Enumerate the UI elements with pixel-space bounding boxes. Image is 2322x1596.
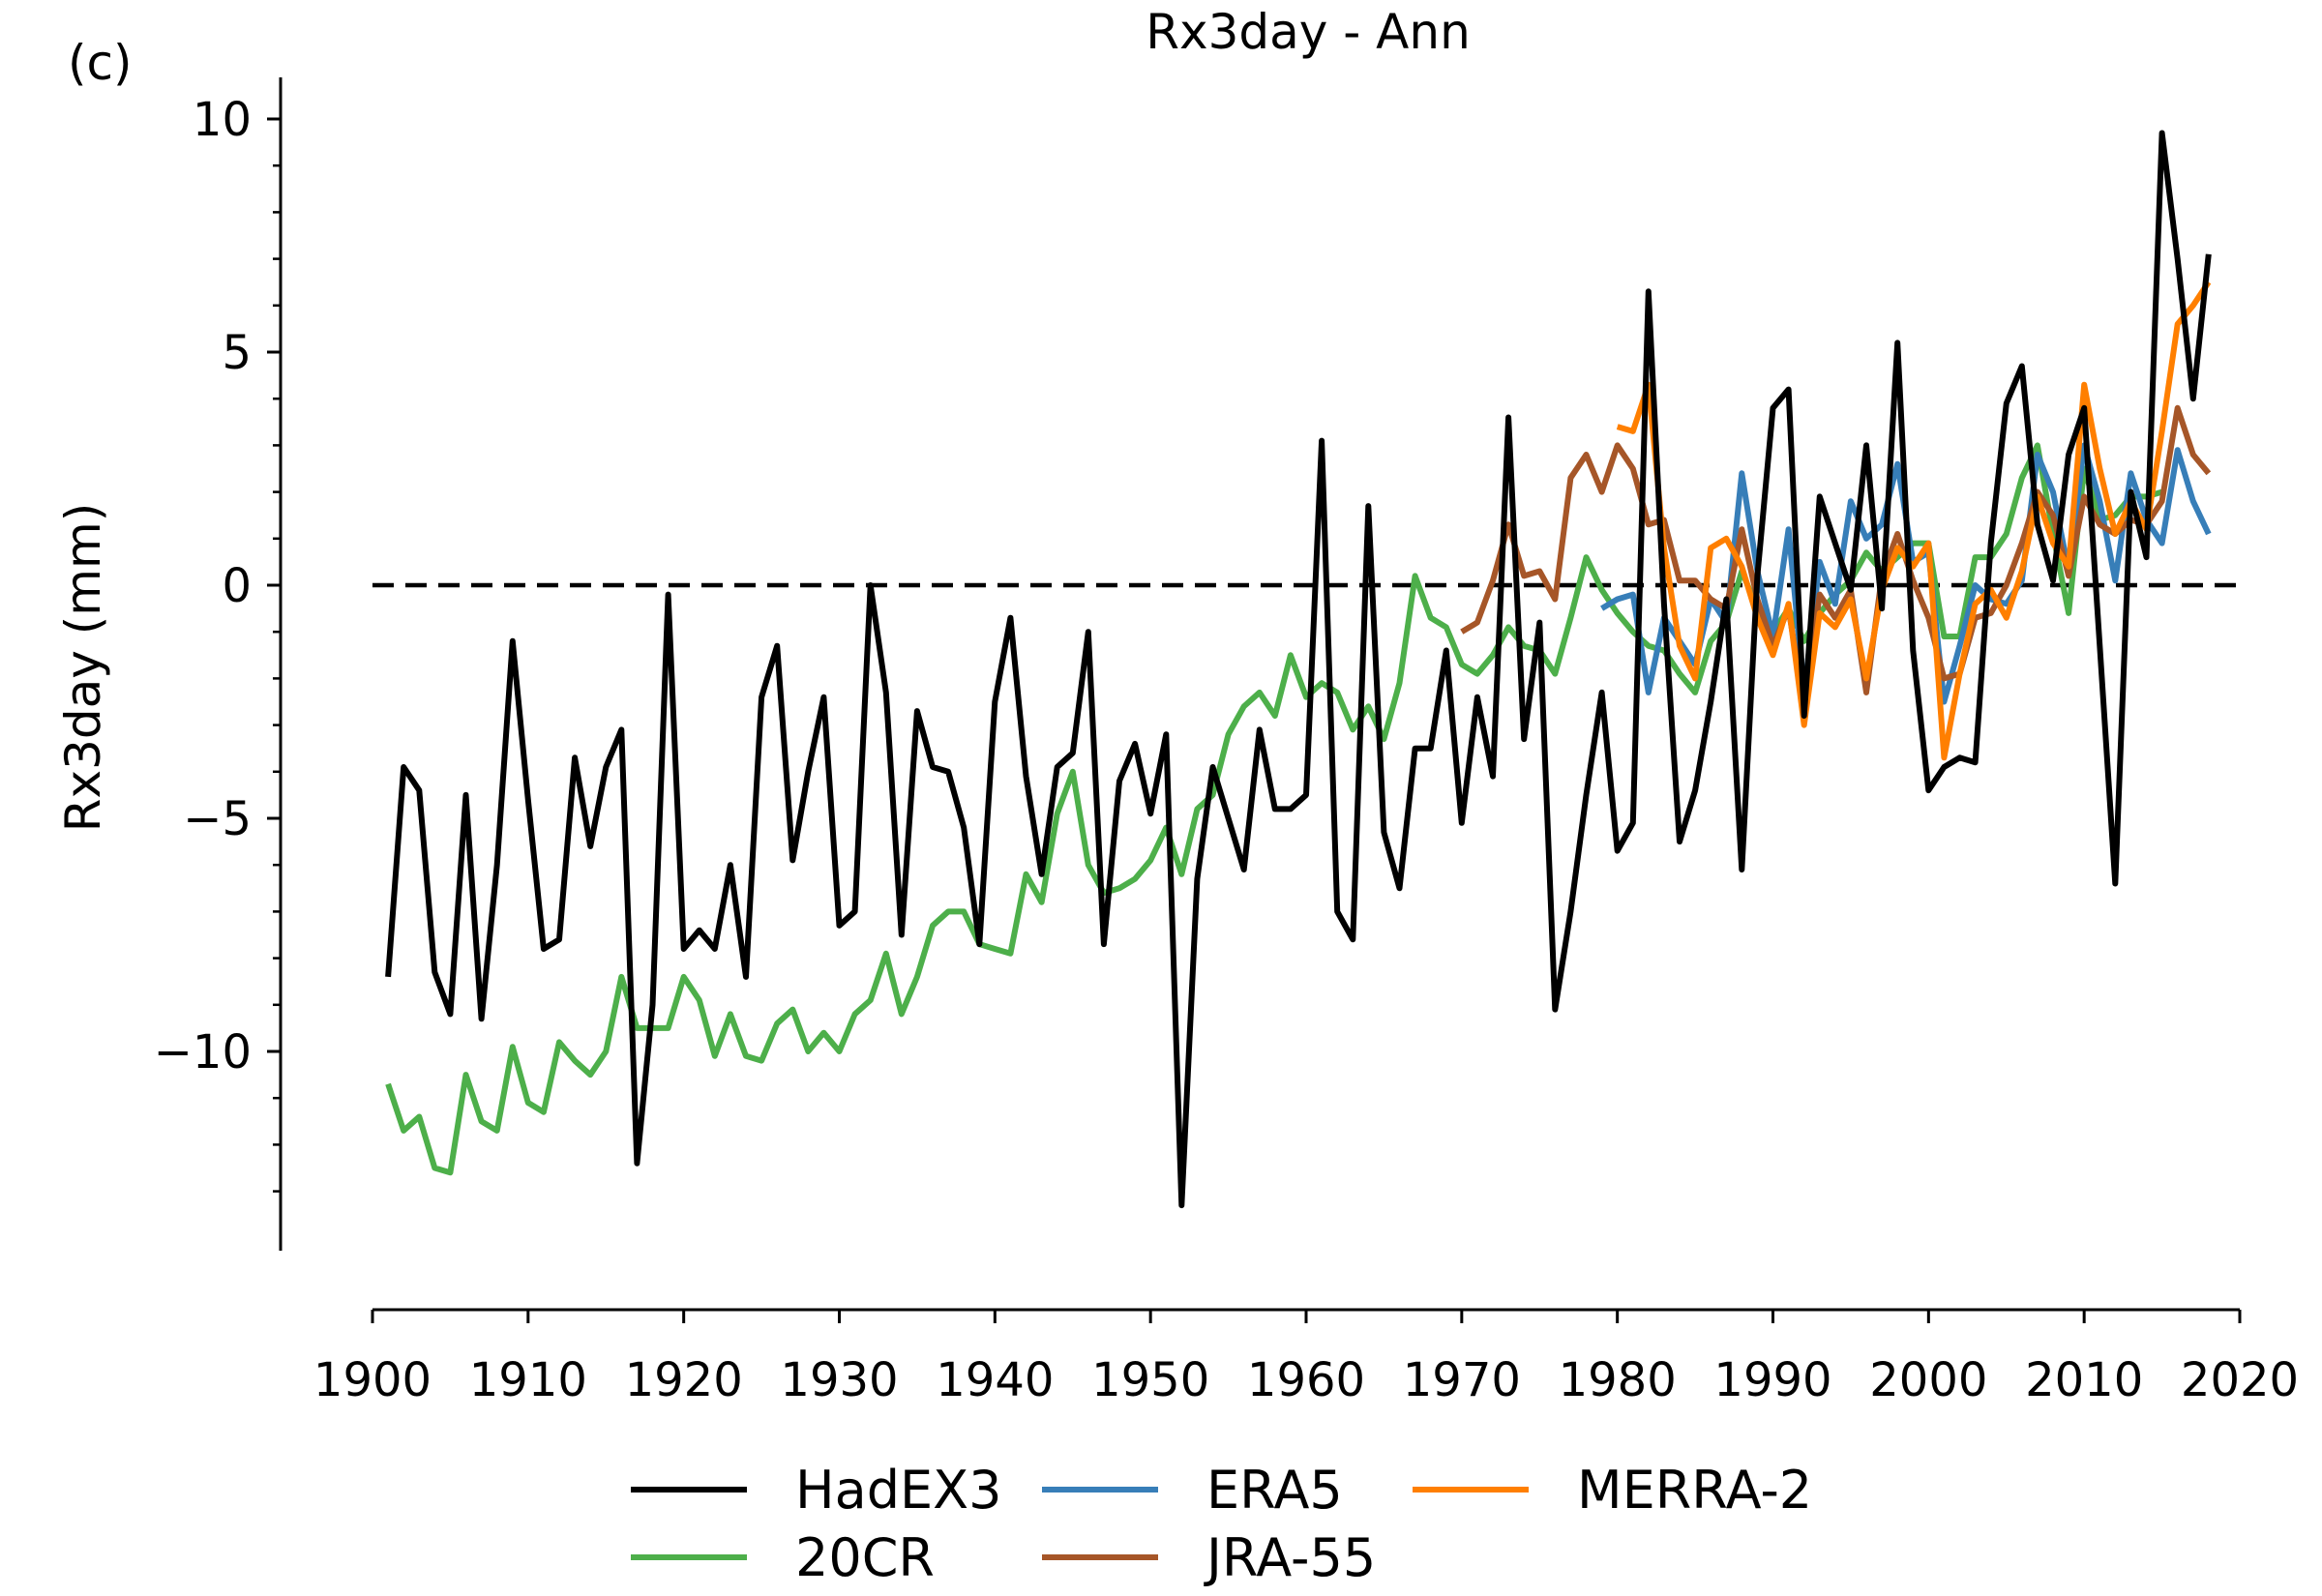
x-tick-label: 1900 xyxy=(313,1353,432,1407)
x-tick-label: 1910 xyxy=(469,1353,587,1407)
y-tick-label: 0 xyxy=(222,559,252,613)
x-tick-label: 1930 xyxy=(780,1353,898,1407)
series-line-jra-55 xyxy=(1460,404,2212,710)
y-tick-label: −5 xyxy=(183,792,252,846)
panel-label: (c) xyxy=(68,35,133,91)
y-tick-label: −10 xyxy=(154,1025,252,1079)
legend-label-merra-2: MERRA-2 xyxy=(1577,1460,1812,1521)
legend-label-era5: ERA5 xyxy=(1206,1460,1343,1521)
x-tick-label: 1990 xyxy=(1713,1353,1831,1407)
y-tick-label: 5 xyxy=(222,326,252,380)
x-tick-label: 1920 xyxy=(625,1353,743,1407)
x-tick-label: 1950 xyxy=(1091,1353,1209,1407)
x-tick-label: 2020 xyxy=(2181,1353,2299,1407)
legend-label-20cr: 20CR xyxy=(795,1527,935,1588)
series-line-20cr xyxy=(385,442,2163,1176)
axes-layer: −10 −5 0 5 10 1900 1910 1920 1930 1940 1950 1960 197… xyxy=(154,77,2299,1407)
y-axis-label: Rx3day (mm) xyxy=(55,503,111,832)
y-tick-label: 10 xyxy=(193,93,252,147)
x-tick-label: 1940 xyxy=(936,1353,1054,1407)
series-line-hadex3 xyxy=(385,130,2212,1209)
chart-title: Rx3day - Ann xyxy=(1146,4,1471,60)
series-line-merra-2 xyxy=(1616,281,2212,761)
x-tick-label: 2010 xyxy=(2025,1353,2143,1407)
x-tick-label: 1980 xyxy=(1559,1353,1677,1407)
legend-label-jra-55: JRA-55 xyxy=(1204,1527,1376,1588)
series-layer xyxy=(385,130,2212,1209)
x-tick-label: 1970 xyxy=(1403,1353,1521,1407)
legend-label-hadex3: HadEX3 xyxy=(795,1460,1001,1521)
x-tick-label: 1960 xyxy=(1247,1353,1365,1407)
x-tick-label: 2000 xyxy=(1869,1353,1987,1407)
